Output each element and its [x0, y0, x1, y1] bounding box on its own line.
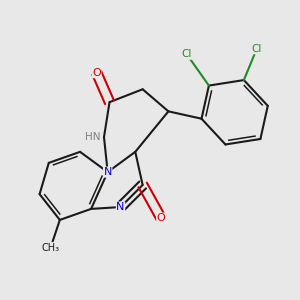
Text: N: N	[116, 202, 125, 212]
Text: N: N	[103, 167, 112, 177]
Text: O: O	[157, 213, 165, 223]
Text: Cl: Cl	[182, 49, 192, 59]
Text: Cl: Cl	[251, 44, 262, 54]
Text: CH₃: CH₃	[42, 242, 60, 253]
Text: O: O	[92, 68, 101, 78]
Text: HN: HN	[85, 132, 100, 142]
